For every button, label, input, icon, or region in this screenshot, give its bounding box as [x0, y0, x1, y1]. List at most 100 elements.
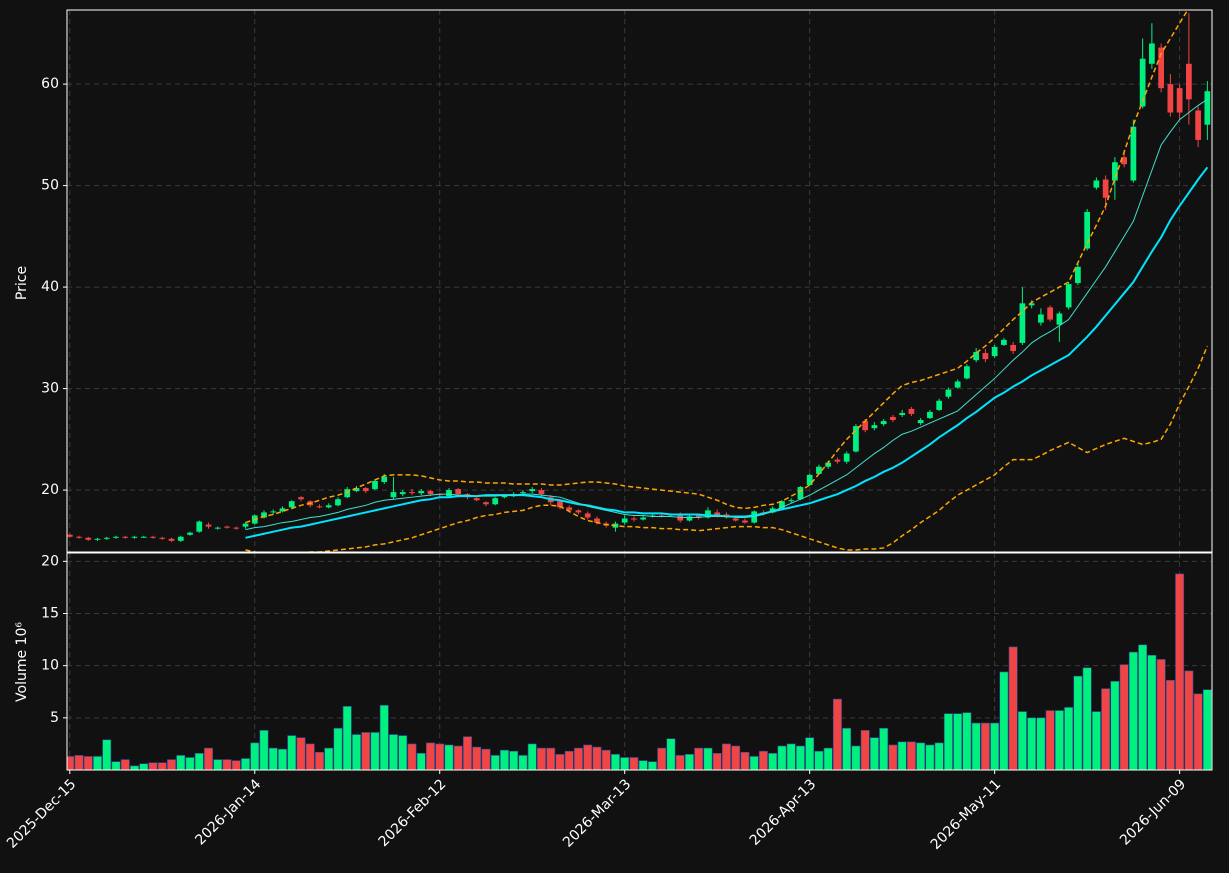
y2-tick-label: 15: [41, 606, 59, 622]
volume-bar: [268, 747, 278, 770]
candle-body: [723, 514, 730, 517]
volume-bar: [1165, 679, 1175, 770]
price-frame: [66, 9, 1213, 553]
candle-body: [233, 527, 240, 529]
candle-body: [1195, 110, 1201, 140]
candle-body: [1047, 307, 1054, 320]
candle-body: [94, 538, 101, 540]
volume-bar: [1073, 675, 1083, 770]
volume-bar: [1036, 717, 1046, 770]
candle-body: [131, 536, 138, 538]
candle-body: [658, 515, 665, 517]
candle-body: [409, 492, 415, 494]
candle-body: [871, 425, 878, 429]
volume-bar: [638, 760, 648, 770]
volume-bar: [416, 753, 426, 770]
candle-body: [1121, 157, 1128, 165]
volume-bar: [712, 753, 722, 770]
candle-body: [936, 400, 943, 410]
candle-body: [196, 521, 203, 532]
volume-bar: [342, 706, 352, 770]
volume-bar: [869, 737, 879, 770]
volume-bar: [592, 746, 602, 770]
volume-bar: [1064, 707, 1074, 770]
volume-bar: [943, 713, 953, 770]
candle-body: [483, 502, 489, 505]
candle-body: [436, 494, 443, 496]
candle-body: [67, 534, 73, 537]
candle-body: [908, 408, 915, 414]
candle-body: [853, 426, 859, 452]
candle-body: [1084, 211, 1091, 249]
volume-bar: [647, 761, 657, 770]
candle-body: [594, 518, 600, 523]
candle-body: [825, 462, 832, 467]
volume-bar: [546, 747, 556, 770]
candle-body: [705, 510, 711, 518]
candle-body: [964, 366, 970, 379]
volume-bar: [758, 750, 768, 770]
candle-body: [1176, 88, 1183, 113]
candle-body: [372, 480, 378, 490]
candle-body: [325, 505, 332, 508]
candle-body: [1102, 179, 1109, 198]
candle-body: [816, 466, 822, 474]
candle-body: [538, 490, 545, 495]
volume-bar: [490, 755, 500, 770]
y2-tick-label: 10: [41, 658, 59, 674]
volume-bar: [389, 734, 398, 770]
candle-body: [843, 453, 850, 462]
indicator-line: [245, 10, 1189, 524]
candle-body: [76, 536, 82, 538]
candle-body: [316, 506, 323, 508]
volume-bar: [398, 735, 408, 770]
volume-bar: [472, 746, 482, 770]
candle-body: [1065, 284, 1072, 308]
candle-body: [159, 537, 166, 539]
volume-bar: [500, 749, 509, 770]
candle-body: [732, 518, 739, 521]
candle-body: [1038, 314, 1044, 323]
volume-bar: [953, 713, 963, 770]
candle-body: [575, 510, 582, 513]
volume-bar: [435, 743, 445, 770]
volume-bar: [620, 757, 630, 770]
volume-bar: [768, 753, 778, 770]
volume-bar: [444, 744, 454, 770]
volume-bar: [1027, 717, 1037, 770]
volume-bar: [130, 765, 139, 770]
candle-body: [529, 489, 536, 492]
candle-body: [1158, 47, 1164, 89]
volume-bar: [888, 744, 898, 770]
candle-body: [113, 536, 119, 538]
volume-bar: [610, 754, 620, 770]
volume-bar: [111, 761, 121, 770]
candle-body: [954, 381, 961, 388]
candle-body: [242, 523, 249, 527]
y2-tick-label: 5: [50, 710, 59, 726]
volume-bar: [990, 722, 1000, 770]
volume-bar: [361, 732, 371, 770]
volume-bar: [980, 722, 990, 770]
volume-bar: [93, 756, 102, 770]
volume-bar: [463, 736, 472, 770]
volume-bar: [1128, 651, 1138, 770]
candle-body: [1130, 126, 1137, 181]
candle-body: [621, 518, 628, 523]
volume-bar: [1147, 654, 1157, 770]
candle-body: [381, 476, 388, 482]
candle-body: [1019, 303, 1026, 343]
volume-bar: [250, 742, 260, 770]
candle-body: [973, 352, 980, 361]
volume-bar: [379, 705, 389, 770]
volume-bar: [185, 757, 195, 770]
volume-bar: [601, 749, 611, 770]
volume-bar: [527, 743, 537, 770]
volume-bar: [1138, 644, 1148, 770]
volume-bar: [481, 748, 491, 770]
indicator-line: [245, 345, 1209, 552]
volume-bar: [555, 754, 565, 770]
volume-bar: [832, 698, 842, 770]
volume-bar: [1184, 670, 1194, 770]
